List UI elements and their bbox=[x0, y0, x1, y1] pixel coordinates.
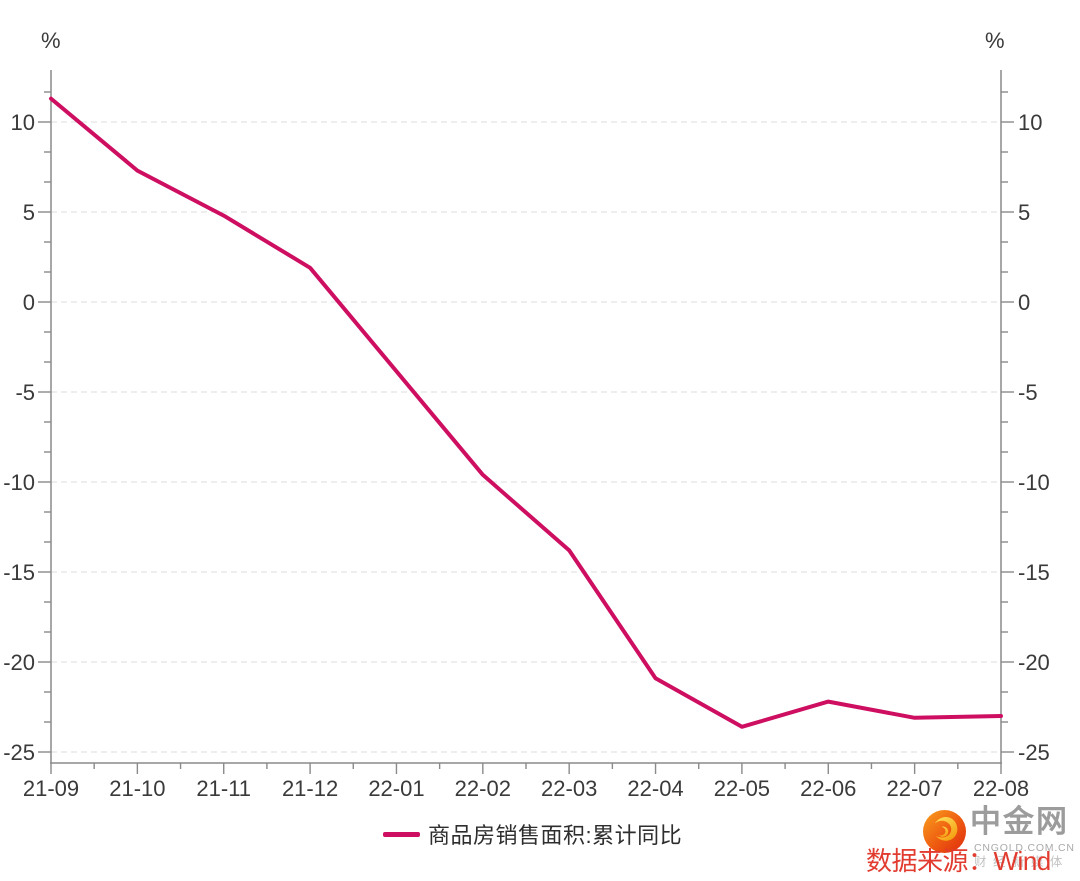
x-tick-label: 21-12 bbox=[282, 776, 338, 801]
x-tick-label: 22-08 bbox=[973, 776, 1029, 801]
x-tick-label: 22-04 bbox=[627, 776, 683, 801]
y-tick-label-right: 10 bbox=[1018, 110, 1042, 135]
y-tick-label-left: 0 bbox=[23, 290, 35, 315]
x-tick-label: 22-02 bbox=[455, 776, 511, 801]
x-tick-label: 21-10 bbox=[109, 776, 165, 801]
data-source-text: 数据来源：Wind bbox=[866, 846, 1051, 876]
y-tick-label-right: -15 bbox=[1018, 560, 1050, 585]
x-tick-label: 22-07 bbox=[886, 776, 942, 801]
chart-plot-area: 10 10 5 5 0 0 -5 -5 -10 -10 -15 -15 -20 -20 -25 -25 21-0… bbox=[3, 70, 1050, 801]
cngold-logo-icon bbox=[923, 810, 966, 853]
cngold-logo-title: 中金网 bbox=[970, 804, 1069, 839]
legend: 商品房销售面积:累计同比 bbox=[383, 818, 682, 850]
y-tick-label-right: -25 bbox=[1018, 740, 1050, 765]
x-tick-label: 22-05 bbox=[714, 776, 770, 801]
y-tick-label-left: -15 bbox=[3, 560, 35, 585]
y-tick-label-right: -5 bbox=[1018, 380, 1038, 405]
x-tick-label: 21-11 bbox=[196, 776, 251, 801]
y-axis-unit-left: % bbox=[41, 28, 61, 53]
axes bbox=[50, 70, 1002, 764]
y-tick-label-left: -25 bbox=[3, 740, 35, 765]
x-tick-label: 22-03 bbox=[541, 776, 597, 801]
series-line bbox=[49, 96, 1003, 729]
y-axis-unit-right: % bbox=[985, 28, 1005, 53]
y-tick-label-left: -10 bbox=[3, 470, 35, 495]
y-tick-label-right: 0 bbox=[1018, 290, 1030, 315]
x-tick-label: 22-01 bbox=[368, 776, 424, 801]
legend-label: 商品房销售面积:累计同比 bbox=[428, 823, 683, 848]
y-tick-label-right: -10 bbox=[1018, 470, 1050, 495]
y-tick-label-left: 5 bbox=[23, 200, 35, 225]
series-lines bbox=[49, 96, 1003, 729]
x-tick-label: 21-09 bbox=[23, 776, 79, 801]
gridlines bbox=[51, 121, 1001, 753]
axis-labels: 10 10 5 5 0 0 -5 -5 -10 -10 -15 -15 -20 -20 -25 -25 21-0… bbox=[3, 110, 1050, 801]
axis-ticks bbox=[38, 91, 1014, 774]
y-tick-label-left: -5 bbox=[15, 380, 35, 405]
y-tick-label-right: 5 bbox=[1018, 200, 1030, 225]
cngold-logo-tagline: 财 经 新 媒 体 bbox=[974, 855, 1064, 869]
y-tick-label-left: -20 bbox=[3, 650, 35, 675]
legend-line-swatch bbox=[383, 831, 420, 837]
x-tick-label: 22-06 bbox=[800, 776, 856, 801]
y-tick-label-left: 10 bbox=[11, 110, 35, 135]
y-tick-label-right: -20 bbox=[1018, 650, 1050, 675]
cngold-logo-domain: CNGOLD.COM.CN bbox=[974, 842, 1075, 854]
